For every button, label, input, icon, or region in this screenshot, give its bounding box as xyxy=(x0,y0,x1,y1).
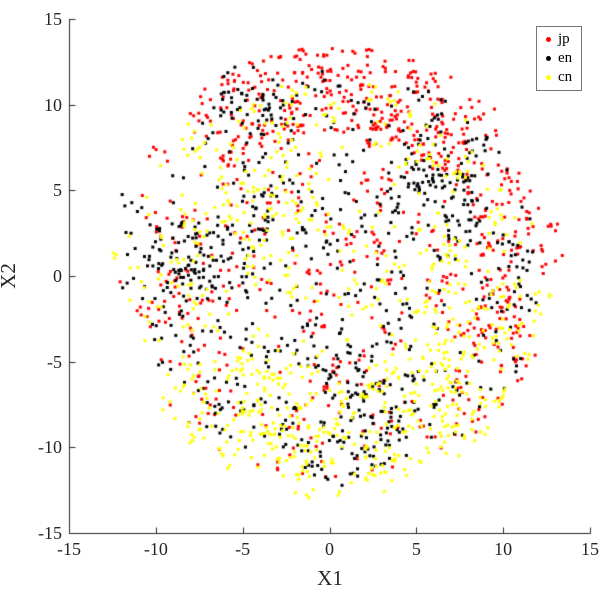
legend-label: cn xyxy=(558,69,573,85)
legend-label: jp xyxy=(558,31,570,47)
y-tick-label: -10 xyxy=(38,437,62,458)
legend-marker-cn-icon xyxy=(546,75,551,80)
x-tick-label: -15 xyxy=(57,539,81,559)
y-tick-label: -5 xyxy=(47,351,62,372)
y-axis-label: X2 xyxy=(0,263,20,289)
legend-entry: cn xyxy=(542,68,581,87)
legend-entry: en xyxy=(542,49,581,68)
legend-marker-jp-icon xyxy=(546,37,551,42)
legend-entry: jp xyxy=(542,30,581,49)
legend-marker-en-icon xyxy=(546,56,551,61)
y-tick-label: 15 xyxy=(44,9,62,29)
y-tick-label: 5 xyxy=(53,180,62,201)
y-tick-label: 10 xyxy=(44,94,62,115)
x-tick-label: 0 xyxy=(325,539,334,559)
x-tick-label: 5 xyxy=(411,539,421,559)
y-tick-label: -15 xyxy=(38,523,62,543)
x-axis-label: X1 xyxy=(317,566,343,590)
legend: jp en cn xyxy=(536,26,582,91)
x-tick-label: -5 xyxy=(235,539,251,559)
x-tick-label: 10 xyxy=(494,539,513,559)
y-tick-label: 0 xyxy=(53,266,62,286)
x-tick-label: 15 xyxy=(581,539,599,559)
legend-label: en xyxy=(558,50,573,66)
x-tick-label: -10 xyxy=(143,539,168,559)
